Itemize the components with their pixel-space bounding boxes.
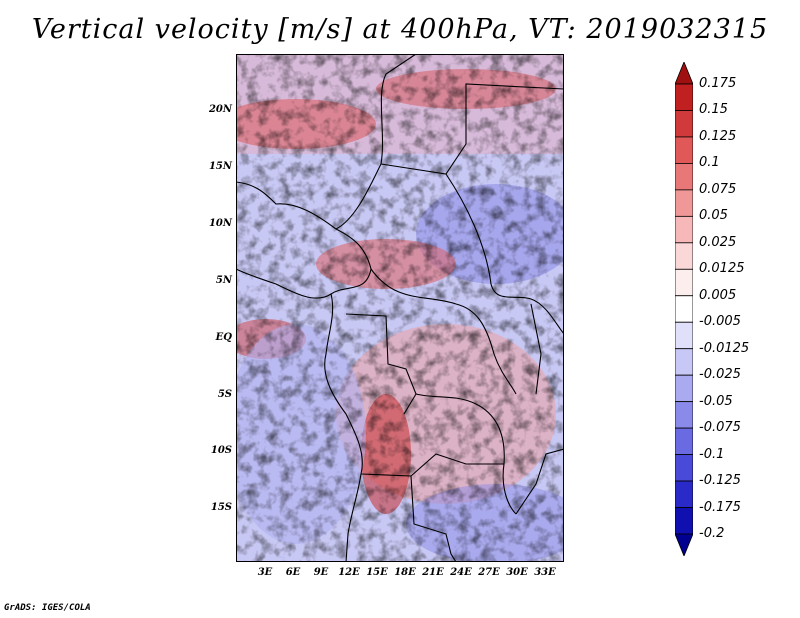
colorbar-label: 0.05 bbox=[699, 208, 728, 224]
lon-label: 6E bbox=[285, 567, 301, 578]
grads-credit: GrADS: IGES/COLA bbox=[4, 603, 91, 613]
colorbar bbox=[675, 62, 693, 556]
lon-label: 15E bbox=[366, 567, 388, 578]
lat-label: EQ bbox=[215, 332, 232, 343]
colorbar-bin bbox=[675, 507, 693, 535]
lat-label: 5S bbox=[217, 389, 232, 400]
colorbar-label: -0.2 bbox=[699, 526, 725, 541]
colorbar-bin bbox=[675, 136, 693, 164]
colorbar-bin bbox=[675, 268, 693, 297]
lon-label: 27E bbox=[478, 567, 500, 578]
colorbar-label: -0.005 bbox=[699, 314, 741, 330]
lon-label: 30E bbox=[506, 567, 528, 578]
lon-label: 18E bbox=[394, 567, 416, 578]
colorbar-bin bbox=[675, 348, 693, 376]
colorbar-label: 0.1 bbox=[699, 155, 720, 171]
colorbar-bin bbox=[675, 295, 693, 323]
lon-label: 9E bbox=[313, 567, 329, 578]
lat-label: 5N bbox=[215, 275, 232, 286]
colorbar-label: 0.005 bbox=[699, 287, 737, 303]
coastlines-borders bbox=[236, 54, 564, 562]
lat-label: 15S bbox=[210, 502, 232, 513]
colorbar-label: -0.1 bbox=[699, 446, 725, 462]
chart-title: Vertical velocity [m/s] at 400hPa, VT: 2… bbox=[31, 14, 769, 45]
lon-label: 3E bbox=[257, 567, 273, 578]
lat-label: 20N bbox=[208, 104, 232, 115]
colorbar-label: 0.025 bbox=[699, 234, 737, 250]
colorbar-bin bbox=[675, 374, 693, 403]
colorbar-label: -0.05 bbox=[699, 393, 733, 409]
map-plot bbox=[236, 54, 564, 562]
colorbar-bin bbox=[675, 454, 693, 482]
lon-label: 24E bbox=[450, 567, 472, 578]
colorbar-label: 0.125 bbox=[699, 128, 737, 144]
lon-label: 33E bbox=[534, 567, 556, 578]
colorbar-label: 0.175 bbox=[699, 76, 737, 91]
colorbar-label: -0.0125 bbox=[699, 340, 750, 356]
lat-label: 15N bbox=[208, 161, 232, 172]
colorbar-bin bbox=[675, 321, 693, 350]
colorbar-label: -0.125 bbox=[699, 473, 741, 489]
colorbar-top-arrow bbox=[675, 62, 693, 85]
colorbar-label: 0.15 bbox=[699, 102, 728, 118]
colorbar-bin bbox=[675, 83, 693, 111]
colorbar-label: -0.025 bbox=[699, 367, 741, 383]
colorbar-label: -0.075 bbox=[699, 420, 741, 436]
colorbar-label: 0.075 bbox=[699, 181, 737, 197]
lat-label: 10S bbox=[210, 445, 232, 456]
colorbar-bin bbox=[675, 401, 693, 429]
colorbar-bin bbox=[675, 110, 693, 138]
colorbar-bin bbox=[675, 427, 693, 455]
colorbar-label: -0.175 bbox=[699, 499, 741, 515]
colorbar-bin bbox=[675, 480, 693, 508]
map-frame bbox=[236, 54, 564, 562]
colorbar-bin bbox=[675, 215, 693, 244]
lon-label: 12E bbox=[338, 567, 360, 578]
lat-label: 10N bbox=[208, 218, 232, 229]
colorbar-bin bbox=[675, 163, 693, 191]
colorbar-bottom-arrow bbox=[675, 533, 693, 556]
colorbar-bin bbox=[675, 242, 693, 270]
lon-label: 21E bbox=[422, 567, 444, 578]
colorbar-label: 0.0125 bbox=[699, 261, 745, 277]
colorbar-bin bbox=[675, 189, 693, 217]
